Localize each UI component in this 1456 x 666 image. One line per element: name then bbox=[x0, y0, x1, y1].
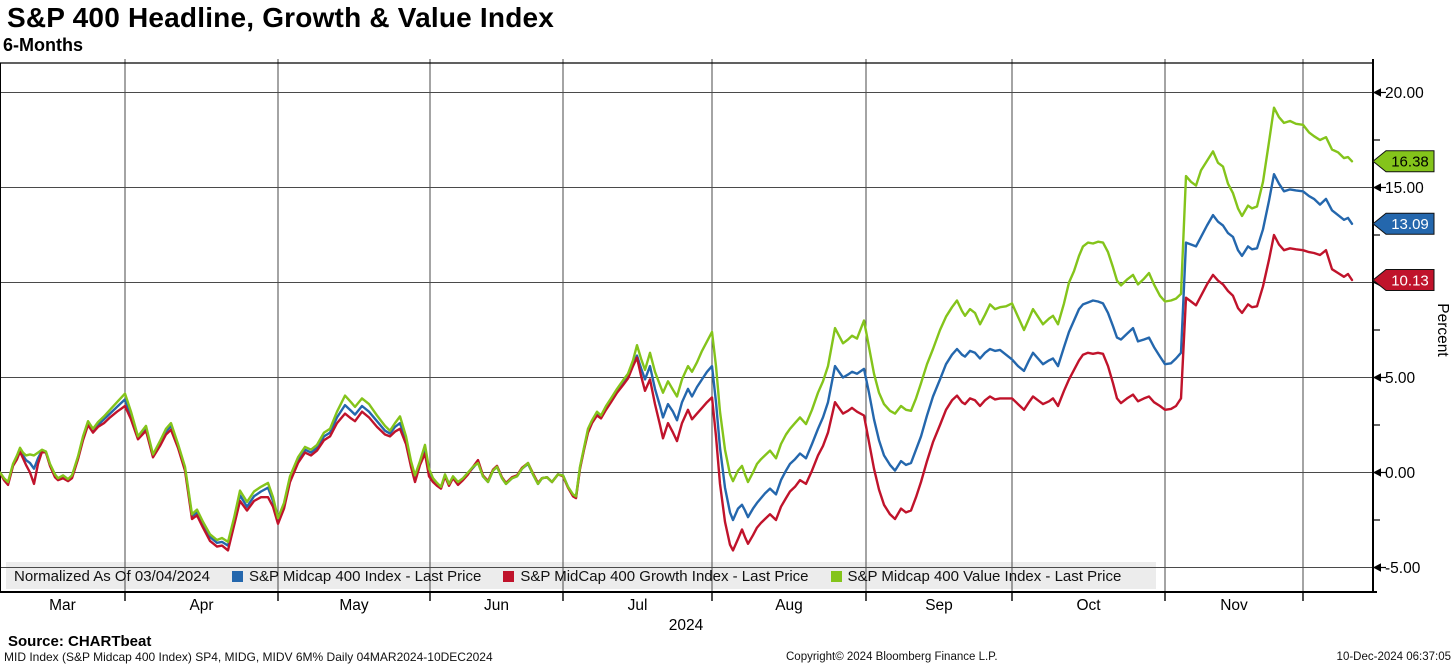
month-label: Oct bbox=[1076, 597, 1101, 614]
legend-label-midcap400: S&P Midcap 400 Index - Last Price bbox=[248, 567, 482, 585]
legend-normalized-label: Normalized As Of 03/04/2024 bbox=[14, 567, 210, 585]
copyright-label: Copyright© 2024 Bloomberg Finance L.P. bbox=[786, 651, 998, 663]
last-price-badge-label: 16.38 bbox=[1391, 154, 1429, 171]
ticker-descriptor: MID Index (S&P Midcap 400 Index) SP4, MI… bbox=[4, 650, 493, 664]
y-tick-arrow-icon bbox=[1373, 183, 1381, 192]
series-line-0 bbox=[0, 172, 1354, 547]
legend-label-growth: S&P MidCap 400 Growth Index - Last Price bbox=[520, 567, 809, 585]
month-label: Jun bbox=[484, 597, 509, 614]
month-label: Sep bbox=[925, 597, 953, 614]
year-label: 2024 bbox=[669, 617, 704, 634]
legend-normalized-note: Normalized As Of 03/04/2024 bbox=[14, 568, 210, 585]
last-price-badge bbox=[1372, 212, 1435, 235]
legend-item-value: S&P Midcap 400 Value Index - Last Price bbox=[830, 567, 1122, 585]
chart-title: S&P 400 Headline, Growth & Value Index bbox=[7, 2, 555, 33]
series-line-2 bbox=[0, 106, 1354, 544]
y-tick-arrow-icon bbox=[1373, 88, 1381, 97]
chart-subtitle: 6-Months bbox=[3, 35, 83, 55]
month-label: Apr bbox=[189, 597, 213, 614]
growth-swatch-icon bbox=[503, 571, 515, 582]
y-tick-label: 5.00 bbox=[1385, 370, 1416, 387]
last-price-badge-label: 10.13 bbox=[1391, 272, 1429, 289]
last-price-badge-label: 13.09 bbox=[1391, 216, 1429, 233]
month-label: Mar bbox=[49, 597, 76, 614]
source-label: Source: CHARTbeat bbox=[8, 633, 152, 650]
legend-label-value: S&P Midcap 400 Value Index - Last Price bbox=[847, 567, 1122, 585]
midcap400-swatch-icon bbox=[231, 571, 243, 582]
series-line-1 bbox=[0, 233, 1354, 552]
legend-item-growth: S&P MidCap 400 Growth Index - Last Price bbox=[503, 567, 809, 585]
y-tick-label: -5.00 bbox=[1385, 560, 1421, 577]
last-price-badge bbox=[1372, 269, 1435, 292]
month-label: May bbox=[339, 597, 369, 614]
y-tick-label: 20.00 bbox=[1385, 85, 1424, 102]
y-tick-arrow-icon bbox=[1373, 563, 1381, 572]
month-label: Nov bbox=[1220, 597, 1248, 614]
month-label: Aug bbox=[775, 597, 803, 614]
y-tick-arrow-icon bbox=[1373, 373, 1381, 382]
chart-legend: Normalized As Of 03/04/2024 S&P Midcap 4… bbox=[14, 565, 1121, 587]
y-tick-label: 15.00 bbox=[1385, 180, 1424, 197]
y-axis-title: Percent bbox=[1434, 303, 1451, 357]
last-price-badge bbox=[1372, 150, 1435, 173]
y-tick-arrow-icon bbox=[1373, 468, 1381, 477]
y-tick-label: 0.00 bbox=[1385, 465, 1416, 482]
legend-strip-bg bbox=[6, 562, 1156, 589]
timestamp-label: 10-Dec-2024 06:37:05 bbox=[1336, 651, 1451, 663]
value-swatch-icon bbox=[830, 571, 842, 582]
month-label: Jul bbox=[628, 597, 648, 614]
legend-item-midcap400: S&P Midcap 400 Index - Last Price bbox=[231, 567, 482, 585]
